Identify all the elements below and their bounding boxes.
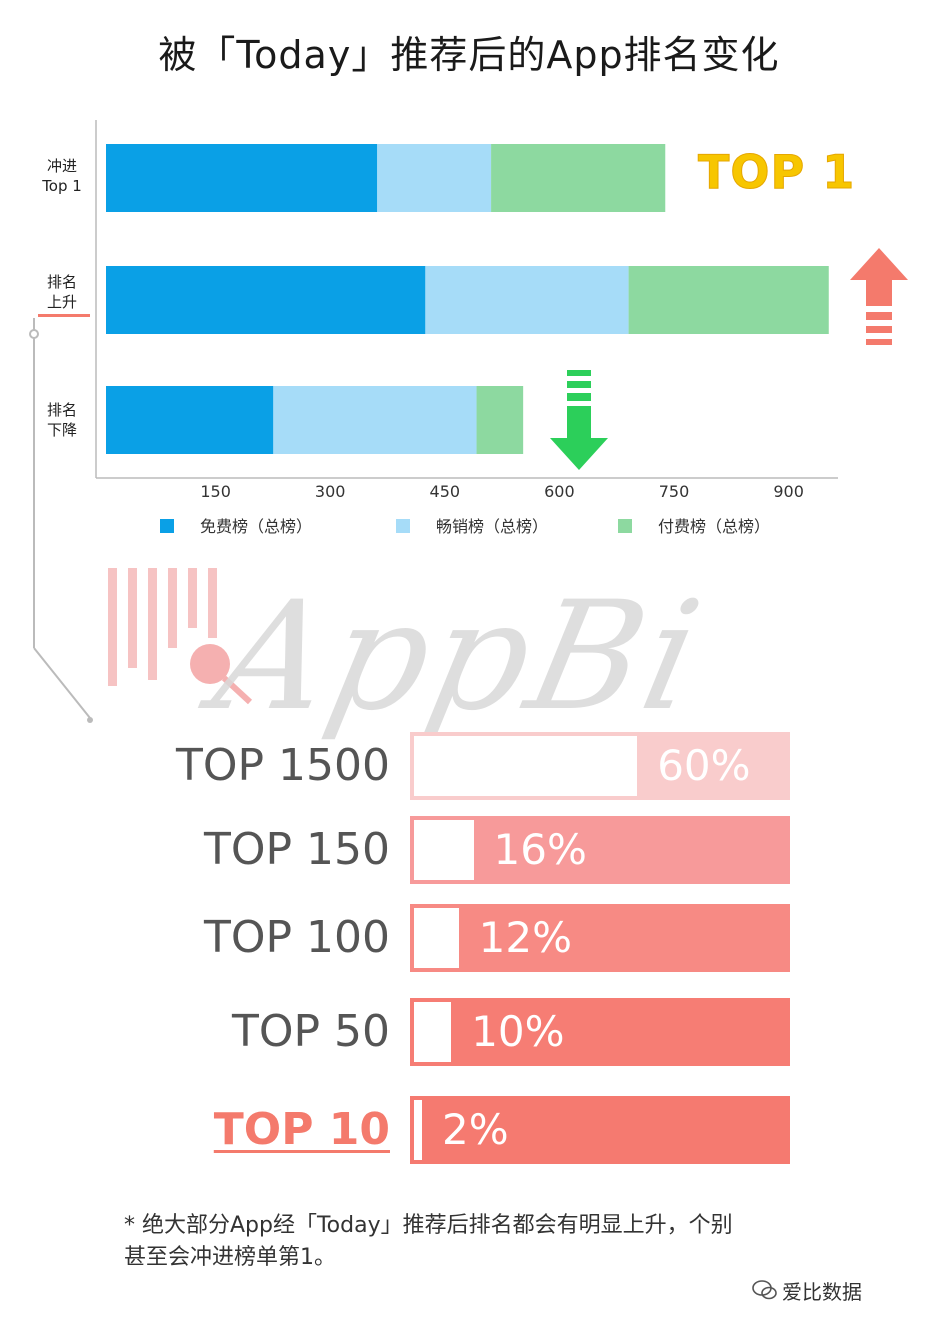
footnote-line: 甚至会冲进榜单第1。 xyxy=(124,1245,336,1270)
tier-percent: 60% xyxy=(657,741,751,790)
tier-bar: 10% xyxy=(410,998,790,1066)
x-tick-label: 300 xyxy=(315,482,346,501)
bar-segment xyxy=(491,144,666,212)
decorative-connector xyxy=(29,318,93,723)
category-label-line: 上升 xyxy=(46,293,77,311)
tier-label: TOP 150 xyxy=(203,824,390,875)
tier-label: TOP 100 xyxy=(203,912,390,963)
x-tick-label: 450 xyxy=(430,482,461,501)
category-label-top1: 冲进 Top 1 xyxy=(22,156,102,196)
category-label-line: Top 1 xyxy=(42,177,82,195)
tier-row: TOP 1500 60% xyxy=(0,731,938,801)
legend-paid: 付费榜（总榜） xyxy=(618,513,770,537)
x-tick-label: 750 xyxy=(659,482,690,501)
legend-label: 付费榜（总榜） xyxy=(658,517,771,536)
up-arrow-icon xyxy=(850,248,908,345)
x-tick-label: 900 xyxy=(773,482,804,501)
tier-bar: 2% xyxy=(410,1096,790,1164)
bar-segment xyxy=(106,144,378,212)
tier-row: TOP 10 2% xyxy=(0,1095,938,1165)
bar-segment xyxy=(476,386,524,454)
wechat-icon xyxy=(752,1280,777,1300)
tier-bar: 16% xyxy=(410,816,790,884)
legend-swatch xyxy=(160,519,174,533)
tier-row: TOP 100 12% xyxy=(0,903,938,973)
legend-free: 免费榜（总榜） xyxy=(160,513,312,537)
tier-fill xyxy=(414,736,638,796)
x-tick-label: 150 xyxy=(200,482,231,501)
brand-name: 爱比数据 xyxy=(782,1280,862,1304)
bar-segment xyxy=(628,266,829,334)
footnote: * 绝大部分App经「Today」推荐后排名都会有明显上升，个别 甚至会冲进榜单… xyxy=(124,1210,824,1274)
category-label-line: 冲进 xyxy=(46,157,77,175)
decorative-stripes xyxy=(108,568,253,705)
category-underline xyxy=(38,314,90,317)
tier-percent: 12% xyxy=(478,913,572,962)
down-arrow-icon xyxy=(550,370,608,470)
tier-label-highlight: TOP 10 xyxy=(213,1104,390,1155)
stacked-bar-chart: 150 300 450 600 750 900 xyxy=(95,120,838,501)
legend-label: 畅销榜（总榜） xyxy=(436,517,549,536)
category-label-drop: 排名 下降 xyxy=(22,400,102,440)
legend-label: 免费榜（总榜） xyxy=(200,517,313,536)
bar-segment xyxy=(106,386,274,454)
tier-percent: 16% xyxy=(493,825,587,874)
bar-segment xyxy=(377,144,492,212)
bar-segment xyxy=(425,266,629,334)
tier-bar: 12% xyxy=(410,904,790,972)
x-tick-label: 600 xyxy=(544,482,575,501)
footnote-line: * 绝大部分App经「Today」推荐后排名都会有明显上升，个别 xyxy=(124,1213,733,1238)
tier-label: TOP 50 xyxy=(231,1006,390,1057)
tier-bar: 60% xyxy=(410,732,790,800)
bar-segment xyxy=(273,386,477,454)
tier-fill xyxy=(414,908,459,968)
category-label-line: 排名 xyxy=(46,401,77,419)
tier-fill xyxy=(414,1002,452,1062)
bar-segment xyxy=(106,266,426,334)
tier-percent: 10% xyxy=(471,1007,565,1056)
legend-swatch xyxy=(618,519,632,533)
top1-badge: TOP 1 xyxy=(697,145,856,200)
tier-fill xyxy=(414,820,474,880)
category-label-line: 下降 xyxy=(46,421,77,439)
legend-grossing: 畅销榜（总榜） xyxy=(396,513,548,537)
tier-row: TOP 150 16% xyxy=(0,815,938,885)
tier-label: TOP 1500 xyxy=(175,740,390,791)
tier-percent: 2% xyxy=(442,1105,509,1154)
category-label-rise: 排名 上升 xyxy=(22,272,102,312)
watermark-text: AppBi xyxy=(201,570,718,744)
chart-title: 被「Today」推荐后的App排名变化 xyxy=(158,33,780,77)
tier-row: TOP 50 10% xyxy=(0,997,938,1067)
category-label-line: 排名 xyxy=(46,273,77,291)
legend-swatch xyxy=(396,519,410,533)
tier-fill xyxy=(414,1100,422,1160)
